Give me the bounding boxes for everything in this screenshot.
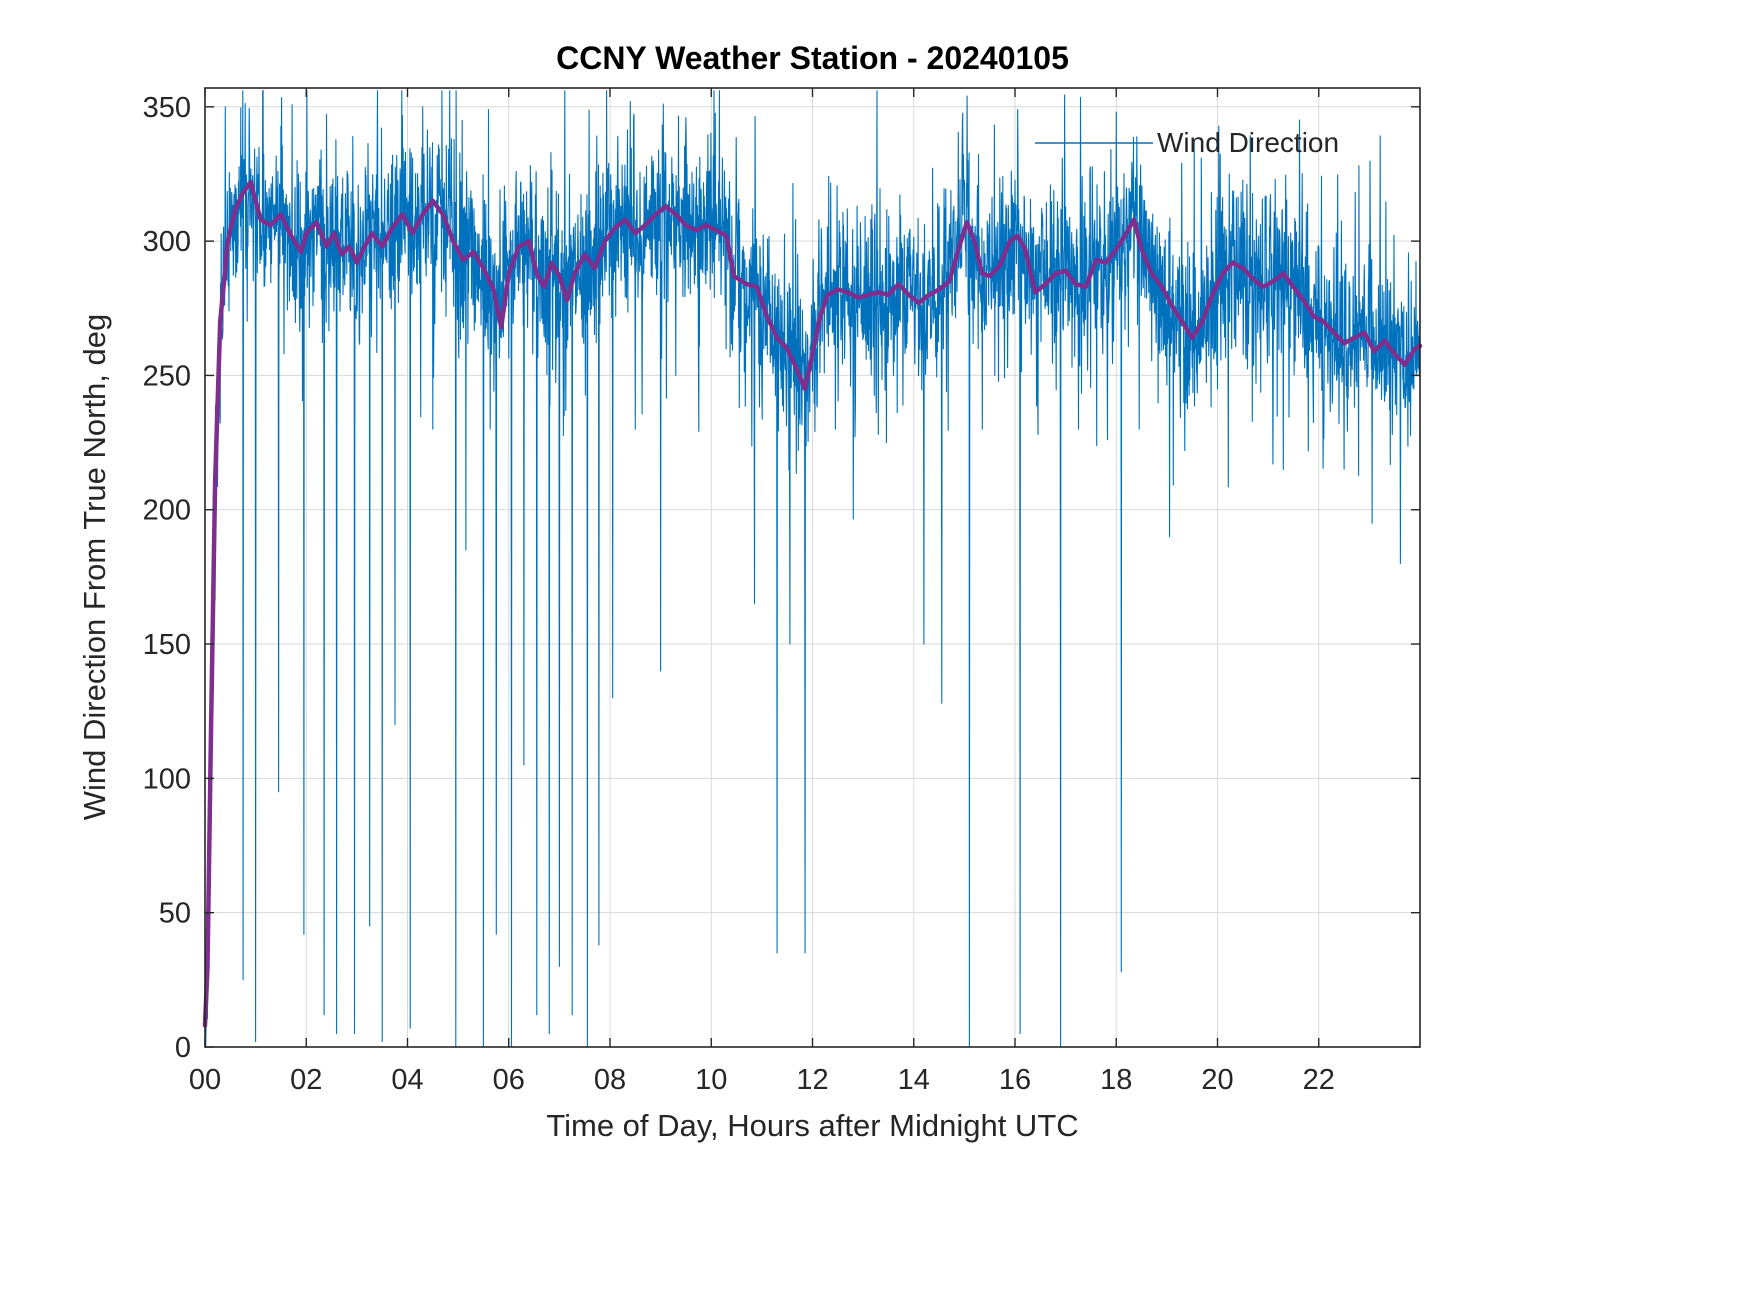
- x-tick-label: 02: [290, 1064, 322, 1096]
- legend-line-sample: [1035, 142, 1153, 144]
- y-tick-label: 100: [143, 763, 191, 795]
- x-tick-label: 14: [898, 1064, 930, 1096]
- y-tick-label: 50: [159, 898, 191, 930]
- x-tick-label: 06: [493, 1064, 525, 1096]
- x-tick-label: 08: [594, 1064, 626, 1096]
- legend: Wind Direction: [1035, 127, 1339, 159]
- x-tick-label: 12: [796, 1064, 828, 1096]
- x-tick-label: 10: [695, 1064, 727, 1096]
- x-tick-label: 16: [999, 1064, 1031, 1096]
- legend-label: Wind Direction: [1157, 127, 1340, 158]
- y-tick-label: 200: [143, 495, 191, 527]
- y-tick-label: 0: [175, 1032, 191, 1064]
- y-axis-label: Wind Direction From True North, deg: [77, 313, 112, 821]
- y-tick-label: 250: [143, 360, 191, 392]
- smoothed-wind-direction-series: [202, 179, 1423, 1028]
- y-tick-label: 350: [143, 92, 191, 124]
- x-tick-label: 22: [1303, 1064, 1335, 1096]
- x-tick-label: 18: [1100, 1064, 1132, 1096]
- chart-title: CCNY Weather Station - 20240105: [556, 40, 1069, 76]
- x-tick-label: 04: [391, 1064, 423, 1096]
- x-axis-label: Time of Day, Hours after Midnight UTC: [546, 1108, 1079, 1143]
- y-tick-label: 150: [143, 629, 191, 661]
- x-tick-label: 20: [1201, 1064, 1233, 1096]
- y-tick-label: 300: [143, 226, 191, 258]
- x-tick-label: 00: [189, 1064, 221, 1096]
